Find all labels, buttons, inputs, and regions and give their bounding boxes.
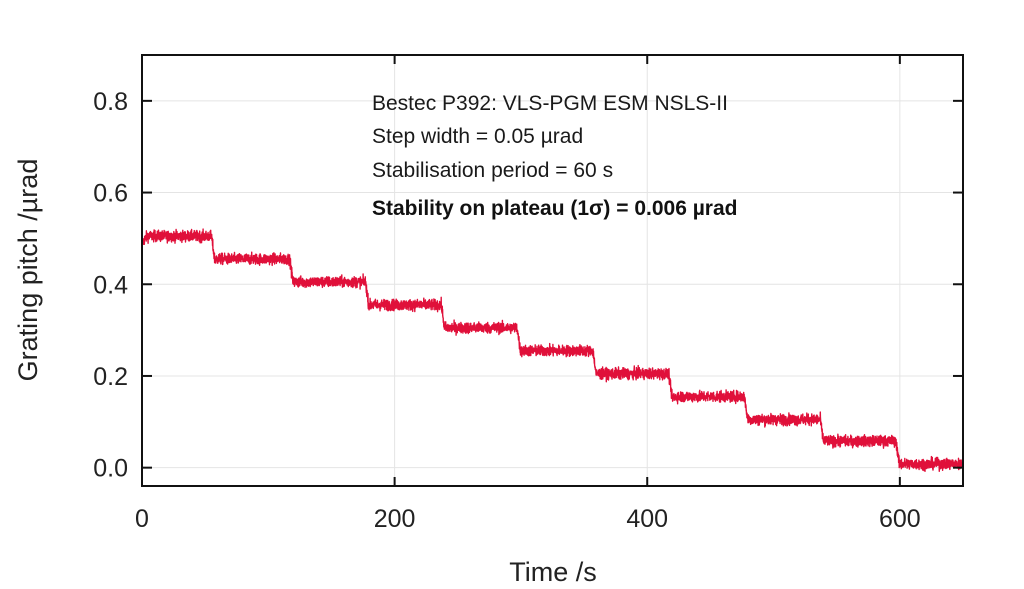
annotation-box: Bestec P392: VLS-PGM ESM NSLS-II Step wi… bbox=[372, 92, 738, 220]
y-tick-label: 0.2 bbox=[93, 363, 128, 391]
y-tick-label: 0.0 bbox=[93, 455, 128, 483]
annotation-stability: Stability on plateau (1σ) = 0.006 µrad bbox=[372, 197, 738, 220]
x-tick-label: 0 bbox=[135, 505, 149, 533]
y-tick-label: 0.4 bbox=[93, 271, 128, 299]
series-grating-pitch bbox=[141, 228, 964, 472]
grid-lines bbox=[142, 55, 963, 486]
annotation-stabilisation-period: Stabilisation period = 60 s bbox=[372, 159, 613, 182]
x-axis-title: Time /s bbox=[509, 557, 597, 587]
x-tick-labels: 0 200 400 600 bbox=[135, 505, 921, 533]
x-tick-label: 600 bbox=[879, 505, 921, 533]
annotation-instrument: Bestec P392: VLS-PGM ESM NSLS-II bbox=[372, 92, 728, 115]
plot-area-border bbox=[141, 54, 964, 487]
y-axis-title: Grating pitch /µrad bbox=[13, 159, 43, 382]
y-tick-label: 0.6 bbox=[93, 180, 128, 208]
axis-ticks bbox=[141, 55, 963, 486]
series-line bbox=[141, 228, 964, 472]
plot-frame bbox=[141, 54, 964, 487]
y-tick-labels: 0.0 0.2 0.4 0.6 0.8 bbox=[93, 88, 128, 483]
annotation-step-width: Step width = 0.05 µrad bbox=[372, 125, 583, 148]
x-tick-label: 200 bbox=[374, 505, 416, 533]
y-tick-label: 0.8 bbox=[93, 88, 128, 116]
x-tick-label: 400 bbox=[626, 505, 668, 533]
